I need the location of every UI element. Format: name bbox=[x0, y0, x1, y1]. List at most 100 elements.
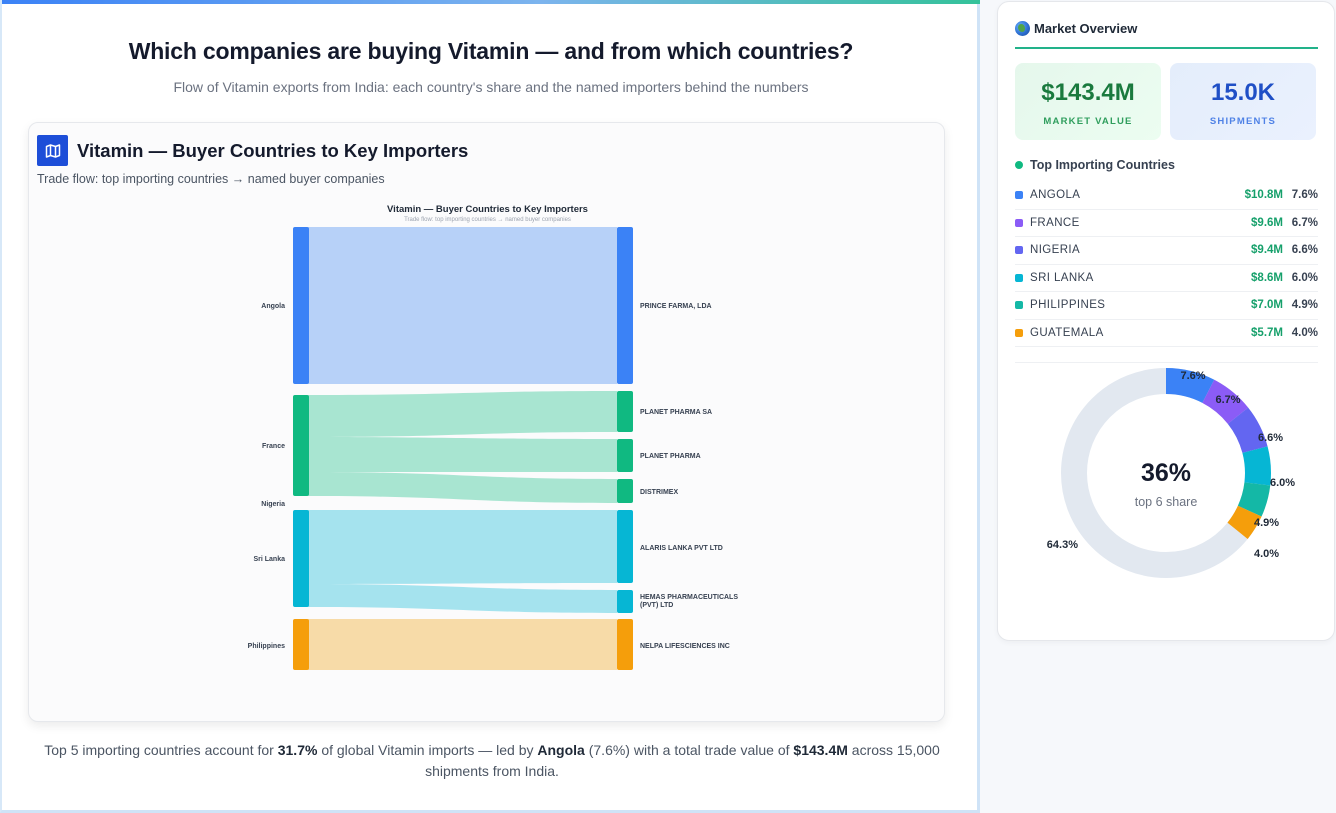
sankey-card: Vitamin — Buyer Countries to Key Importe… bbox=[28, 122, 945, 722]
label-angola: Angola bbox=[261, 303, 285, 310]
market-value-label: MARKET VALUE bbox=[1043, 116, 1133, 127]
country-pct: 6.0% bbox=[1291, 271, 1318, 284]
link-srilanka-alaris[interactable] bbox=[308, 510, 617, 584]
donut-label-angola: 7.6% bbox=[1180, 370, 1205, 382]
share-donut-section: 36% top 6 share 7.6% 6.7% 6.6% 6.0% 4.9%… bbox=[1015, 362, 1318, 622]
node-nelpa[interactable] bbox=[617, 619, 633, 670]
country-row-france[interactable]: FRANCE $9.6M 6.7% bbox=[1015, 210, 1318, 237]
country-name: GUATEMALA bbox=[1030, 326, 1104, 339]
summary-value: $143.4M bbox=[793, 742, 848, 758]
node-srilanka[interactable] bbox=[293, 510, 309, 607]
legend-swatch-icon bbox=[1015, 328, 1023, 337]
donut-segment-angola[interactable] bbox=[1061, 368, 1271, 578]
summary-text: Top 5 importing countries account for 31… bbox=[32, 740, 952, 782]
link-philippines-nelpa[interactable] bbox=[308, 619, 617, 670]
donut-label-sri-lanka: 6.0% bbox=[1270, 477, 1295, 489]
label-philippines: Philippines bbox=[248, 643, 285, 650]
sankey-target-nodes bbox=[617, 227, 633, 670]
donut-label-guatemala: 4.0% bbox=[1254, 548, 1279, 560]
node-philippines[interactable] bbox=[293, 619, 309, 670]
label-srilanka: Sri Lanka bbox=[253, 556, 285, 563]
label-nigeria: Nigeria bbox=[261, 501, 285, 508]
label-nelpa: NELPA LIFESCIENCES INC bbox=[640, 643, 730, 650]
label-france: France bbox=[262, 443, 285, 450]
node-planet-pharma[interactable] bbox=[617, 439, 633, 472]
node-france[interactable] bbox=[293, 395, 309, 496]
link-france-planet-pharma-sa[interactable] bbox=[308, 391, 617, 437]
summary-part: across 15,000 shipments from India. bbox=[425, 742, 940, 779]
page-subtitle: Flow of Vitamin exports from India: each… bbox=[173, 79, 809, 95]
node-angola[interactable] bbox=[293, 227, 309, 384]
country-value: $7.0M bbox=[1251, 299, 1283, 312]
country-value: $8.6M bbox=[1251, 271, 1283, 284]
shipments-value: 15.0K bbox=[1210, 79, 1276, 106]
country-pct: 4.0% bbox=[1291, 326, 1318, 339]
label-prince-farma: PRINCE FARMA, LDA bbox=[640, 303, 712, 310]
country-name: ANGOLA bbox=[1030, 189, 1081, 202]
globe-icon bbox=[1015, 21, 1030, 36]
legend-swatch-icon bbox=[1015, 246, 1023, 255]
status-dot-icon bbox=[1015, 161, 1023, 169]
top-countries-title: Top Importing Countries bbox=[1030, 158, 1175, 172]
summary-leader: Angola bbox=[537, 742, 585, 758]
label-distrimex: DISTRIMEX bbox=[640, 489, 678, 496]
node-hemas[interactable] bbox=[617, 590, 633, 613]
country-row-sri-lanka[interactable]: SRI LANKA $8.6M 6.0% bbox=[1015, 265, 1318, 292]
sankey-chart: Angola France Nigeria Sri Lanka Philippi… bbox=[248, 227, 738, 670]
market-overview-card: Market Overview $143.4M MARKET VALUE 15.… bbox=[997, 1, 1335, 641]
donut-segment-sri-lanka[interactable] bbox=[1061, 368, 1271, 578]
country-row-philippines[interactable]: PHILIPPINES $7.0M 4.9% bbox=[1015, 292, 1318, 320]
country-row-nigeria[interactable]: NIGERIA $9.4M 6.6% bbox=[1015, 237, 1318, 265]
main-panel: Which companies are buying Vitamin — and… bbox=[0, 0, 980, 813]
node-prince-farma[interactable] bbox=[617, 227, 633, 384]
label-alaris: ALARIS LANKA PVT LTD bbox=[640, 545, 723, 552]
shipments-label: SHIPMENTS bbox=[1209, 116, 1277, 127]
country-name: SRI LANKA bbox=[1030, 271, 1094, 284]
legend-swatch-icon bbox=[1015, 301, 1023, 310]
country-row-angola[interactable]: ANGOLA $10.8M 7.6% bbox=[1015, 182, 1318, 210]
sankey-chart-subtitle: Trade flow: top importing countries → na… bbox=[404, 217, 571, 223]
country-value: $10.8M bbox=[1244, 189, 1283, 202]
node-distrimex[interactable] bbox=[617, 479, 633, 503]
country-row-guatemala[interactable]: GUATEMALA $5.7M 4.0% bbox=[1015, 320, 1318, 347]
label-planet-pharma-sa: PLANET PHARMA SA bbox=[640, 409, 712, 416]
link-srilanka-hemas[interactable] bbox=[308, 584, 617, 613]
country-value: $9.6M bbox=[1251, 216, 1283, 229]
country-list: ANGOLA $10.8M 7.6% FRANCE $9.6M 6.7% NIG… bbox=[1015, 182, 1318, 347]
label-hemas-line2: (PVT) LTD bbox=[640, 602, 673, 609]
share-donut-chart: 36% top 6 share 7.6% 6.7% 6.6% 6.0% 4.9%… bbox=[1047, 368, 1295, 578]
donut-label-france: 6.7% bbox=[1215, 394, 1240, 406]
donut-label-philippines: 4.9% bbox=[1254, 517, 1279, 529]
country-pct: 7.6% bbox=[1291, 189, 1318, 202]
top-countries-heading: Top Importing Countries bbox=[1015, 158, 1175, 172]
country-pct: 6.7% bbox=[1291, 216, 1318, 229]
page-title: Which companies are buying Vitamin — and… bbox=[128, 38, 854, 64]
market-overview-title: Market Overview bbox=[1034, 21, 1138, 36]
donut-center-value: 36% bbox=[1141, 459, 1191, 487]
country-name: NIGERIA bbox=[1030, 244, 1081, 257]
country-name: FRANCE bbox=[1030, 216, 1080, 229]
summary-part: Top 5 importing countries account for bbox=[44, 742, 278, 758]
sankey-source-nodes bbox=[293, 227, 309, 670]
link-angola-prince-farma[interactable] bbox=[308, 227, 617, 384]
market-value: $143.4M bbox=[1041, 79, 1135, 106]
node-planet-pharma-sa[interactable] bbox=[617, 391, 633, 432]
accent-bar bbox=[2, 0, 980, 4]
map-icon bbox=[37, 135, 68, 166]
sankey-links bbox=[308, 227, 617, 670]
donut-center-label: top 6 share bbox=[1135, 495, 1198, 509]
node-alaris[interactable] bbox=[617, 510, 633, 583]
donut-label-nigeria: 6.6% bbox=[1258, 432, 1283, 444]
shipments-kpi: 15.0K SHIPMENTS bbox=[1170, 63, 1316, 140]
card-title: Vitamin — Buyer Countries to Key Importe… bbox=[77, 140, 469, 161]
label-planet-pharma: PLANET PHARMA bbox=[640, 453, 701, 460]
market-overview-header: Market Overview bbox=[1015, 21, 1137, 36]
link-france-planet-pharma[interactable] bbox=[308, 437, 617, 472]
summary-part: (7.6%) with a total trade value of bbox=[584, 742, 794, 758]
country-value: $9.4M bbox=[1251, 244, 1283, 257]
card-subtitle: Trade flow: top importing countries → na… bbox=[37, 172, 385, 186]
country-name: PHILIPPINES bbox=[1030, 299, 1106, 312]
label-hemas-line1: HEMAS PHARMACEUTICALS bbox=[640, 594, 738, 601]
donut-label-others: 64.3% bbox=[1047, 539, 1078, 551]
link-france-distrimex[interactable] bbox=[308, 472, 617, 503]
